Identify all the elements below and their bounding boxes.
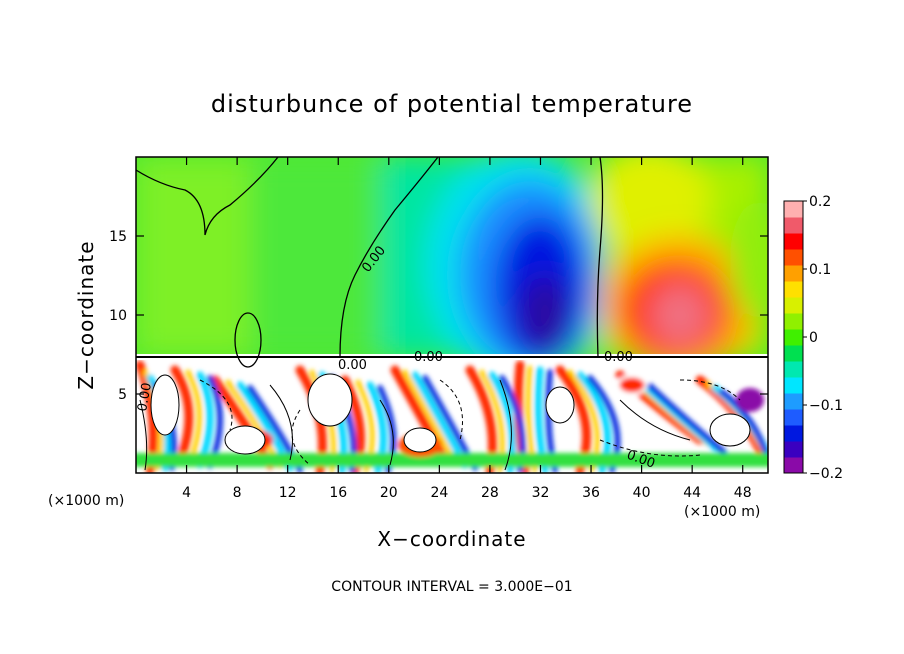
colorbar-swatch <box>784 361 803 378</box>
y-tick-label: 5 <box>118 387 127 403</box>
colorbar-swatch <box>784 281 803 298</box>
colorbar-swatch <box>784 201 803 218</box>
y-axis: 5 10 15 <box>109 229 768 403</box>
x-tick-label: 4 <box>182 485 191 501</box>
x-tick-label: 8 <box>233 485 242 501</box>
x-tick-label: 40 <box>633 485 651 501</box>
colorbar-ticks: 0.2 0.1 0 −0.1 −0.2 <box>803 194 843 482</box>
zero-contour-left <box>136 157 279 236</box>
colorbar-tick-label: −0.2 <box>809 466 843 482</box>
x-tick-label: 44 <box>683 485 701 501</box>
zero-contour-right <box>596 157 604 358</box>
x-axis-label: X−coordinate <box>377 527 526 551</box>
contour-interval-note: CONTOUR INTERVAL = 3.000E−01 <box>331 579 572 595</box>
x-axis: 4 8 12 16 20 24 28 32 36 40 44 48 <box>182 157 752 501</box>
colorbar-swatch <box>784 393 803 410</box>
colorbar <box>783 200 804 474</box>
x-tick-label: 20 <box>380 485 398 501</box>
x-tick-label: 16 <box>329 485 347 501</box>
colorbar-swatch <box>784 233 803 250</box>
y-tick-label: 10 <box>109 308 127 324</box>
colorbar-swatch <box>784 377 803 394</box>
colorbar-swatch <box>784 409 803 426</box>
colorbar-swatch <box>784 249 803 266</box>
colorbar-swatch <box>784 441 803 458</box>
colorbar-swatch <box>784 345 803 362</box>
colorbar-tick-label: −0.1 <box>809 398 843 414</box>
colorbar-swatch <box>784 329 803 346</box>
zero-contours <box>136 157 768 471</box>
chart-title: disturbunce of potential temperature <box>211 90 693 118</box>
colorbar-swatch <box>784 217 803 234</box>
zero-contour-bubble <box>234 312 262 368</box>
x-unit-right: (×1000 m) <box>684 504 760 520</box>
colorbar-tick-label: 0 <box>809 330 818 346</box>
x-tick-label: 24 <box>430 485 448 501</box>
colorbar-swatch <box>784 297 803 314</box>
x-tick-label: 32 <box>532 485 550 501</box>
x-tick-label: 48 <box>734 485 752 501</box>
zero-contour-middle <box>339 157 439 358</box>
colorbar-tick-label: 0.1 <box>809 262 831 278</box>
y-axis-label: Z−coordinate <box>74 240 98 389</box>
solid-contours <box>139 379 691 471</box>
contour-label: 0.00 <box>604 350 633 365</box>
x-unit-left: (×1000 m) <box>48 493 124 509</box>
y-tick-label: 15 <box>109 229 127 245</box>
colorbar-tick-label: 0.2 <box>809 194 831 210</box>
heatmap-field <box>136 157 768 473</box>
colorbar-swatch <box>784 457 803 474</box>
colorbar-swatch <box>784 425 803 442</box>
x-tick-label: 36 <box>582 485 600 501</box>
contour-label: 0.00 <box>135 382 155 413</box>
colorbar-swatch <box>784 313 803 330</box>
colorbar-swatch <box>784 265 803 282</box>
contour-label: 0.00 <box>338 358 367 373</box>
contour-label: 0.00 <box>414 350 443 365</box>
x-tick-label: 12 <box>279 485 297 501</box>
x-tick-label: 28 <box>481 485 499 501</box>
